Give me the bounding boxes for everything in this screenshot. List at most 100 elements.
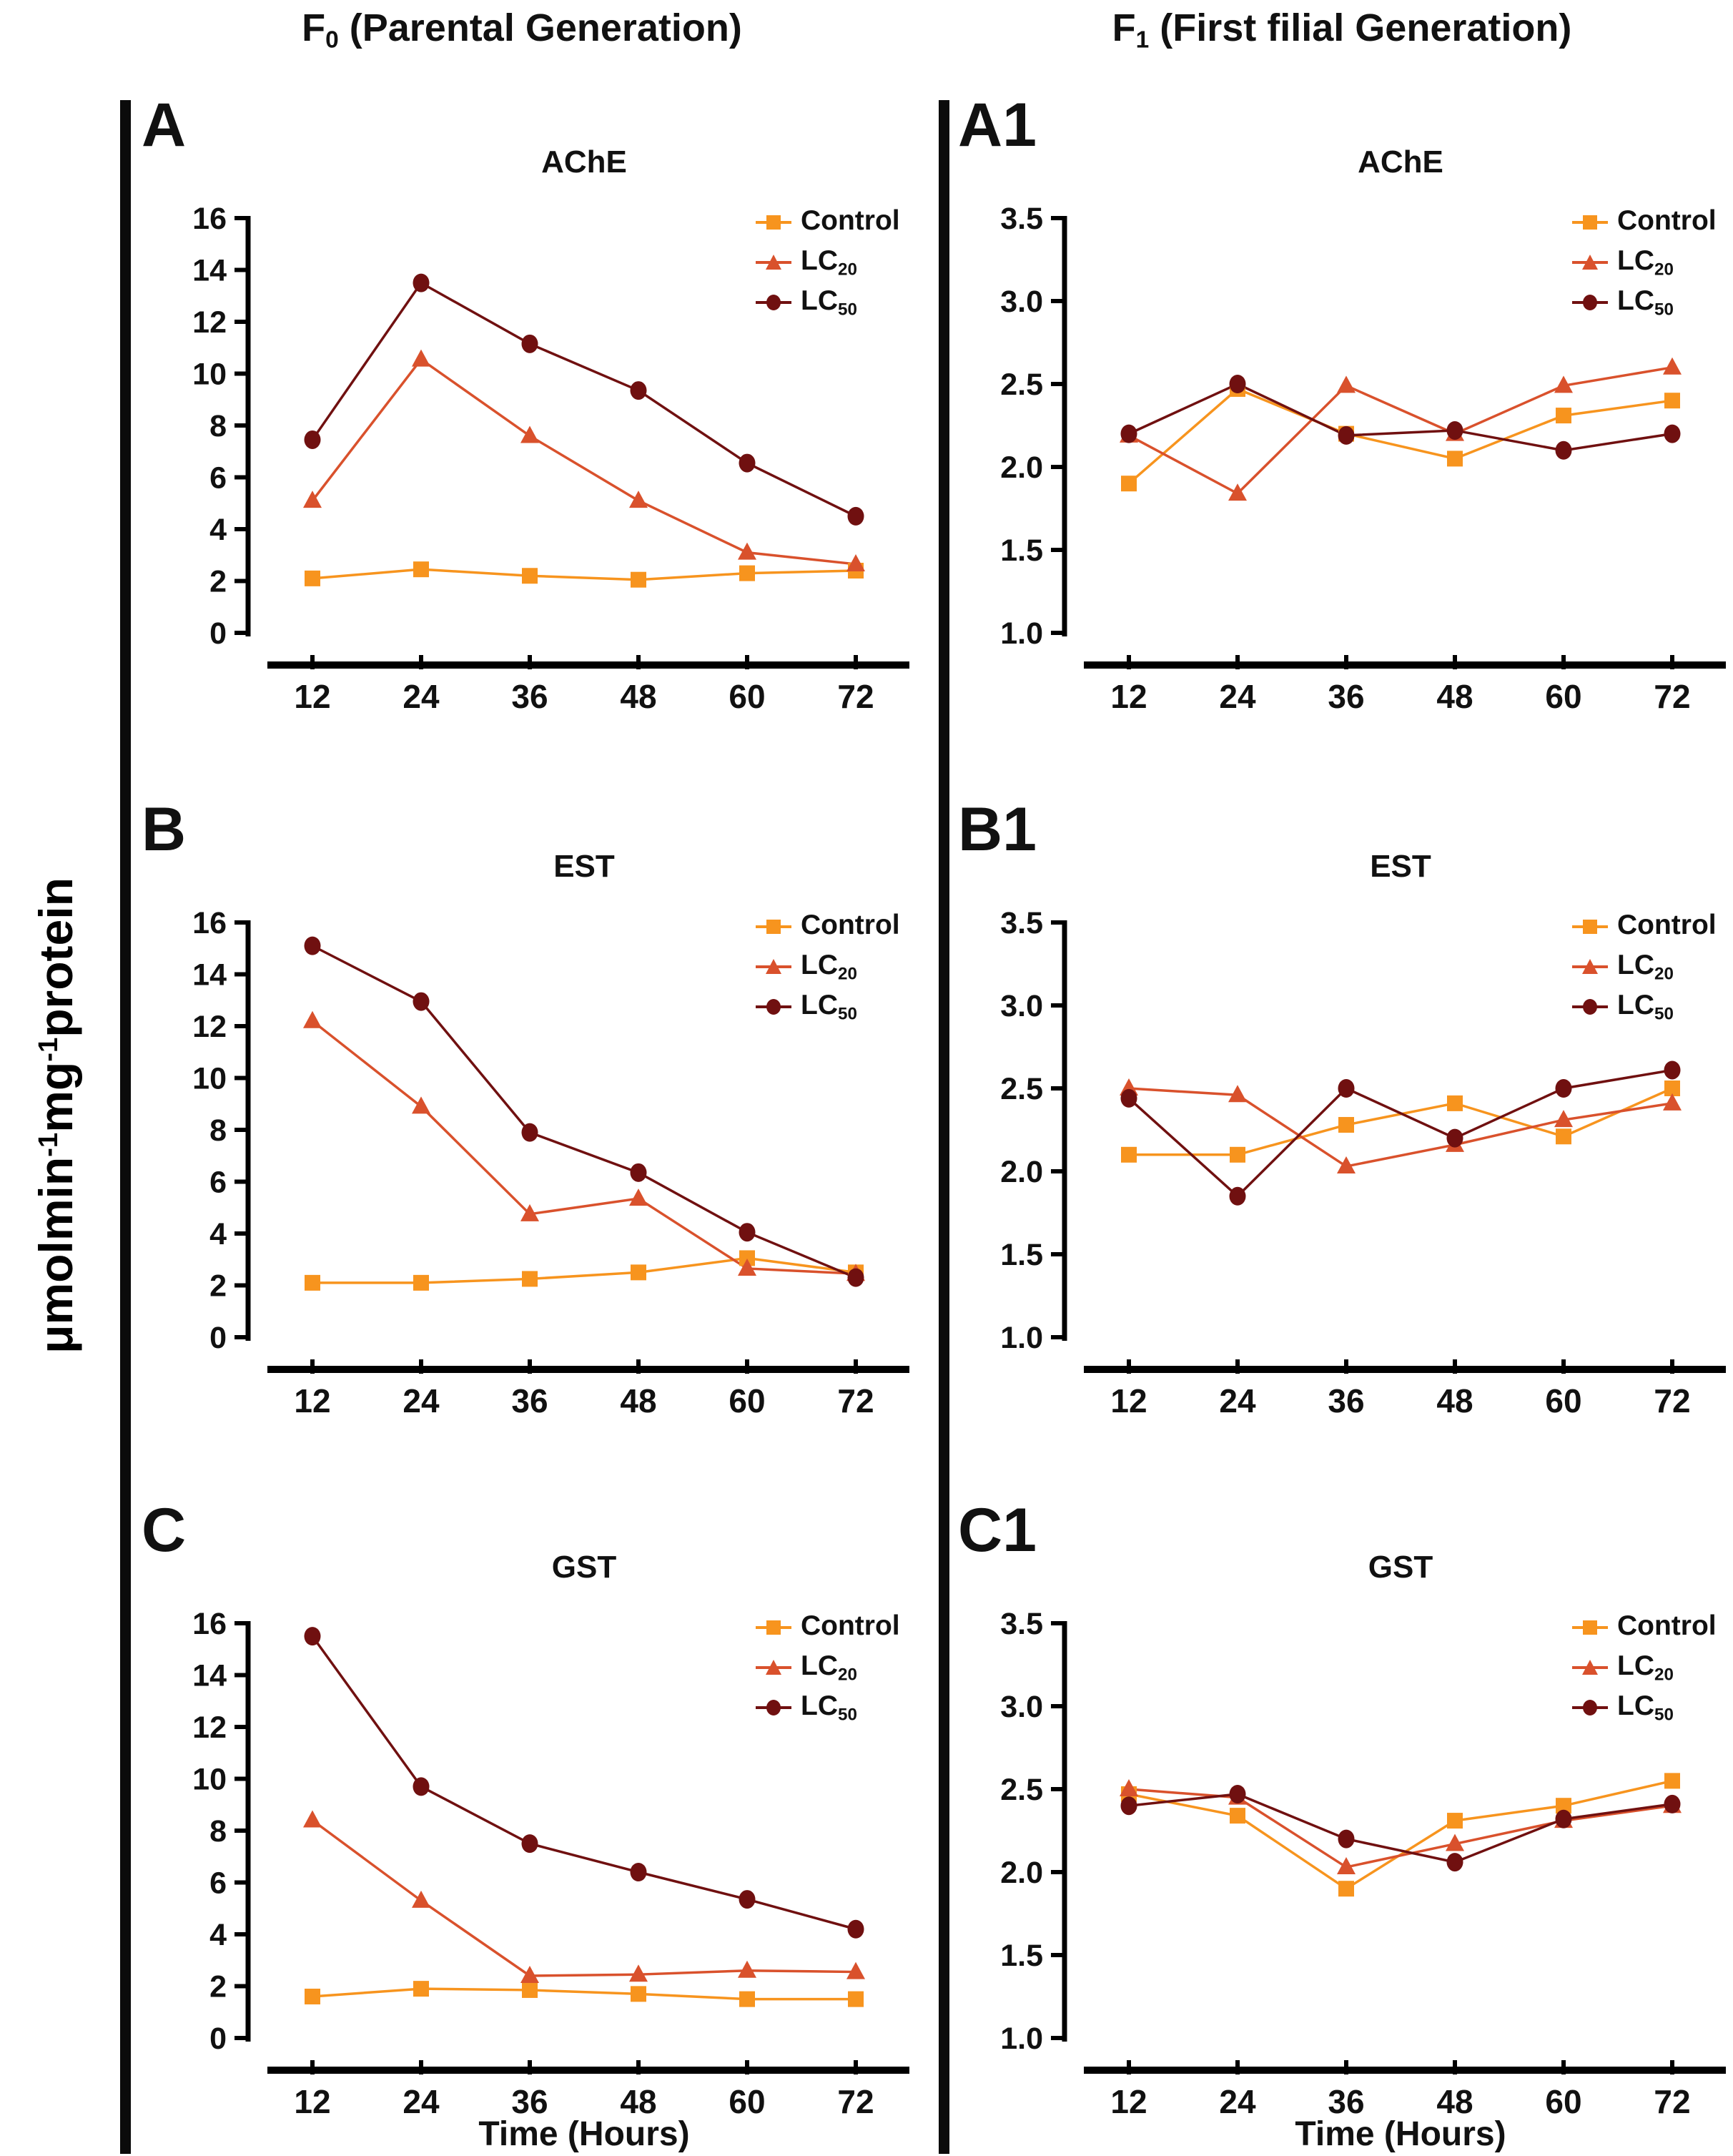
y-tick-label: 0 xyxy=(209,616,227,651)
x-axis-title: Time (Hours) xyxy=(478,2115,690,2153)
f0-subscript: 0 xyxy=(325,26,339,54)
legend-item-lc50: LC50 xyxy=(754,1690,900,1726)
lc50-marker xyxy=(304,1627,321,1646)
lc20-line xyxy=(1128,1087,1673,1168)
lc20-marker xyxy=(520,425,539,443)
control-marker xyxy=(631,1986,646,2002)
legend-item-lc20: LC20 xyxy=(754,245,900,280)
lc50-marker xyxy=(1338,425,1355,445)
y-tick-label: 2 xyxy=(209,1970,227,2004)
lc50-marker xyxy=(1664,424,1681,443)
panel-a: A AChE Control LC20 LC50 0 2 4 6 8 10 12 14 16 12… xyxy=(137,94,920,804)
lc20-marker xyxy=(303,1810,322,1828)
lc50-marker xyxy=(1555,1079,1572,1098)
lc20-marker xyxy=(846,1961,865,1979)
lc50-marker xyxy=(1664,1060,1681,1080)
x-tick-label: 48 xyxy=(1436,1382,1473,1419)
y-tick-label: 2.0 xyxy=(1000,451,1043,485)
lc50-marker xyxy=(521,334,538,353)
control-line xyxy=(312,568,856,581)
legend-item-lc20: LC20 xyxy=(754,1650,900,1685)
lc20-marker xyxy=(303,1010,322,1028)
x-tick-label: 36 xyxy=(511,2083,548,2120)
lc50-marker xyxy=(739,1890,756,1909)
control-marker xyxy=(305,1989,320,2004)
x-tick-label: 36 xyxy=(1328,2083,1364,2120)
x-tick-label: 48 xyxy=(620,1382,656,1419)
x-tick-label: 36 xyxy=(511,1382,548,1419)
control-marker xyxy=(522,568,538,584)
legend-square-icon xyxy=(756,215,791,230)
control-marker xyxy=(739,565,755,581)
y-tick-label: 16 xyxy=(192,202,227,236)
control-marker xyxy=(848,1991,864,2007)
legend-triangle-icon xyxy=(1572,959,1608,974)
x-tick-label: 72 xyxy=(837,678,874,715)
lc50-marker xyxy=(1555,440,1572,460)
legend-item-lc20: LC20 xyxy=(1570,949,1717,985)
legend-triangle-icon xyxy=(1572,1660,1608,1675)
x-tick-label: 12 xyxy=(1110,2083,1147,2120)
legend-item-lc50: LC50 xyxy=(1570,1690,1717,1726)
lc20-line xyxy=(1128,366,1673,496)
legend-square-icon xyxy=(1572,215,1608,230)
y-tick-label: 6 xyxy=(209,1166,227,1200)
lc20-marker xyxy=(1337,1857,1356,1875)
legend: Control LC20 LC50 xyxy=(1570,205,1717,320)
legend-label: LC20 xyxy=(801,245,857,280)
lc20-marker xyxy=(738,1960,756,1978)
legend: Control LC20 LC50 xyxy=(1570,1610,1717,1726)
panel-label: C1 xyxy=(958,1496,1037,1565)
lc20-marker xyxy=(1446,1833,1464,1851)
lc50-line xyxy=(312,945,856,1279)
legend-circle-icon xyxy=(1572,1700,1608,1716)
y-tick-label: 2.5 xyxy=(1000,1773,1043,1807)
lc20-marker xyxy=(1228,1085,1247,1103)
lc50-marker xyxy=(413,992,430,1011)
lc50-marker xyxy=(1120,424,1137,443)
lc20-marker xyxy=(629,491,648,508)
x-tick-label: 60 xyxy=(729,2083,765,2120)
y-tick-label: 3.0 xyxy=(1000,1690,1043,1724)
x-tick-label: 48 xyxy=(620,678,656,715)
legend-circle-icon xyxy=(756,999,791,1015)
y-tick-label: 16 xyxy=(192,1607,227,1641)
left-column-divider-bar xyxy=(120,100,131,2154)
y-tick-label: 1.5 xyxy=(1000,1939,1043,1973)
y-tick-label: 2 xyxy=(209,1269,227,1304)
legend-label: LC20 xyxy=(801,1650,857,1685)
legend-label: LC50 xyxy=(801,1690,857,1725)
legend-circle-icon xyxy=(756,1700,791,1716)
lc20-marker xyxy=(846,553,865,571)
lc50-marker xyxy=(1120,1796,1137,1816)
lc50-marker xyxy=(1229,1784,1246,1803)
x-tick-label: 48 xyxy=(1436,2083,1473,2120)
lc50-marker xyxy=(739,1223,756,1242)
y-tick-label: 1.5 xyxy=(1000,1238,1043,1272)
legend-label: LC20 xyxy=(801,949,857,984)
legend-label: Control xyxy=(1617,205,1717,236)
lc50-marker xyxy=(304,430,321,449)
lc20-marker xyxy=(1228,483,1247,501)
lc20-marker xyxy=(1554,375,1573,393)
control-marker xyxy=(413,1274,429,1291)
legend-circle-icon xyxy=(756,295,791,310)
lc50-marker xyxy=(1338,1079,1355,1098)
lc50-marker xyxy=(1446,1853,1463,1872)
panel-label: A xyxy=(142,91,187,159)
legend-item-lc50: LC50 xyxy=(754,989,900,1025)
control-marker xyxy=(1556,408,1571,424)
y-tick-label: 3.5 xyxy=(1000,906,1043,940)
control-line xyxy=(312,1256,856,1284)
x-tick-label: 60 xyxy=(729,1382,765,1419)
legend: Control LC20 LC50 xyxy=(1570,909,1717,1025)
y-tick-label: 1.0 xyxy=(1000,616,1043,651)
chart-title: GST xyxy=(551,1550,617,1585)
legend-label: Control xyxy=(1617,1610,1717,1641)
y-tick-label: 10 xyxy=(192,358,227,392)
lc50-marker xyxy=(739,453,756,473)
y-tick-label: 3.5 xyxy=(1000,1607,1043,1641)
control-marker xyxy=(1338,1881,1354,1897)
legend-label: LC20 xyxy=(1617,1650,1674,1685)
legend-item-lc50: LC50 xyxy=(754,285,900,320)
